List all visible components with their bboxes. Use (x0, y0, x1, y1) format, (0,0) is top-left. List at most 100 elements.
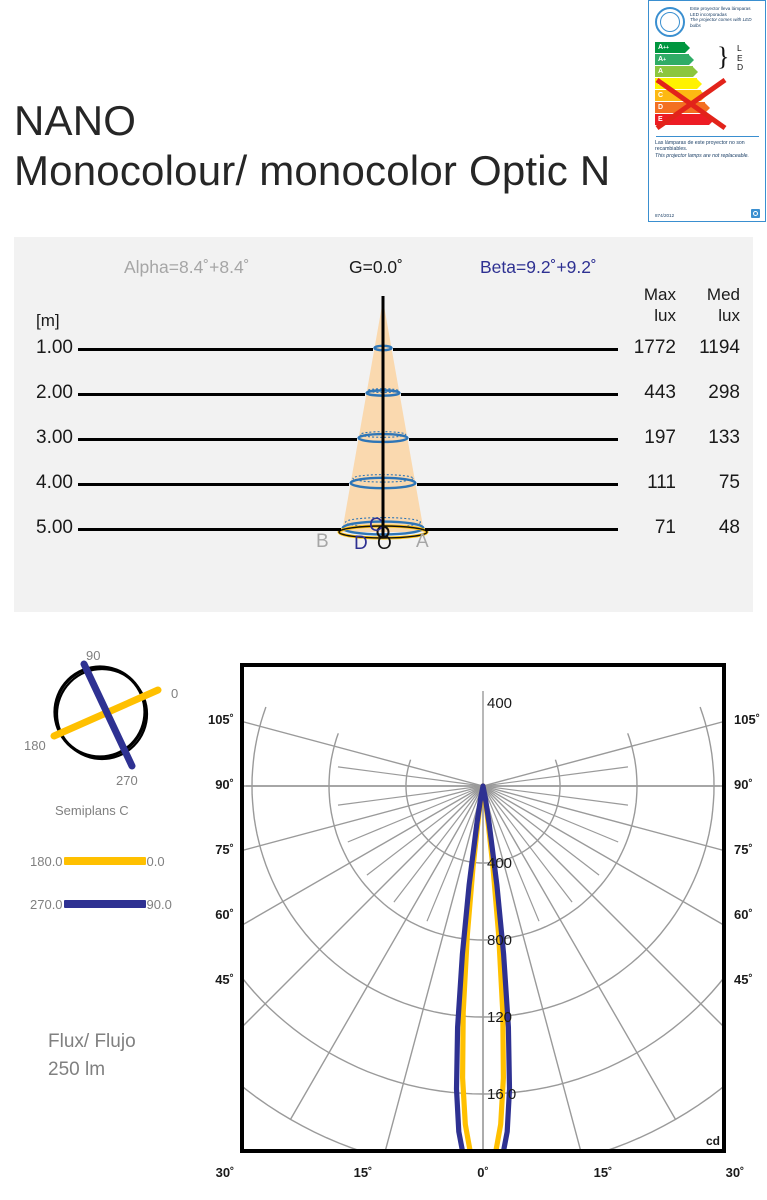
row-rule-right (393, 348, 618, 351)
led-letter-d: D (737, 62, 744, 72)
row-rule-left (78, 393, 365, 396)
legend-1-color-swatch (63, 857, 146, 865)
med-lux-header-line2: lux (718, 306, 740, 325)
compass-label-90: 90 (86, 648, 101, 663)
row-rule-left (78, 483, 349, 486)
cone-label-d: D (354, 533, 368, 554)
energy-class-row: A ++ (655, 42, 760, 53)
energy-class-a2: A ++ (655, 42, 685, 53)
energy-class-scale: A ++ A + A B C D E } L E D (655, 42, 760, 132)
energy-label-footer: 874/2012 (655, 209, 760, 218)
compass-caption: Semiplans C (55, 803, 129, 818)
row-max-lux: 111 (647, 472, 676, 493)
energy-label-header-en: The projector comes with LED bulbs (690, 17, 752, 28)
distance-unit-label: [m] (36, 311, 60, 330)
energy-class-arrow-icon (709, 114, 714, 125)
legend-2-left-label: 270.0 (30, 896, 63, 912)
led-letter-e: E (737, 52, 743, 63)
energy-class-row: B (655, 78, 760, 89)
table-row: 2.00 443 298 (14, 382, 753, 404)
energy-class-row: A + (655, 54, 760, 65)
energy-efficiency-label: Este proyector lleva lámparas LED incorp… (648, 0, 766, 222)
table-row: 1.00 1772 1194 (14, 337, 753, 359)
row-distance: 1.00 (36, 337, 73, 358)
candela-unit-label: cd (705, 1134, 720, 1148)
led-letter-l: L (737, 43, 742, 53)
row-rule-right (409, 438, 618, 441)
row-max-lux: 443 (644, 382, 676, 403)
row-med-lux: 1194 (699, 337, 740, 358)
polar-axis-label-left-90: 90˚ (215, 777, 234, 792)
row-med-lux: 48 (718, 517, 740, 538)
regulation-number: 874/2012 (655, 213, 675, 218)
energy-label-note: Las lámparas de este proyector no son re… (655, 140, 760, 159)
svg-text:16 0: 16 0 (487, 1086, 516, 1103)
energy-label-header: Este proyector lleva lámparas LED incorp… (655, 6, 760, 37)
cone-label-o: O (377, 533, 392, 554)
polar-axis-label-left-75: 75˚ (215, 842, 234, 857)
row-rule-left (78, 348, 373, 351)
energy-class-arrow-icon (701, 90, 706, 101)
row-distance: 5.00 (36, 517, 73, 538)
row-rule-right (401, 393, 618, 396)
energy-class-d: D (655, 102, 705, 113)
legend-item-c270-c90: 270.0 90.0 (30, 895, 172, 913)
alpha-angle-label: Alpha=8.4˚+8.4˚ (124, 257, 250, 277)
row-rule-left (78, 438, 357, 441)
energy-class-a: A (655, 66, 693, 77)
svg-text:800: 800 (487, 932, 512, 949)
semiplane-compass: 90 0 180 270 (24, 648, 198, 790)
table-row: 3.00 197 133 (14, 427, 753, 449)
energy-class-arrow-icon (697, 78, 702, 89)
row-distance: 3.00 (36, 427, 73, 448)
row-rule-right (417, 483, 618, 486)
svg-text:120: 120 (487, 1009, 512, 1026)
svg-text:400: 400 (487, 695, 512, 712)
polar-axis-label-right-90: 90˚ (734, 777, 753, 792)
compass-graphic (50, 660, 162, 770)
med-lux-header: Med lux (682, 284, 740, 326)
energy-class-arrow-icon (693, 66, 698, 77)
photometric-diagram-section: 90 0 180 270 Semiplans C 180.0 0.0 270.0… (0, 640, 767, 1200)
energy-label-note-en: This projector lamps are not replaceable… (655, 152, 749, 159)
compass-label-270: 270 (116, 773, 138, 788)
energy-class-b: B (655, 78, 697, 89)
row-max-lux: 197 (644, 427, 676, 448)
polar-axis-label-bottom-3: 15˚ (593, 1165, 613, 1180)
row-rule-left (78, 528, 341, 531)
led-ring-icon (655, 7, 685, 37)
energy-class-c: C (655, 90, 701, 101)
polar-axis-label-bottom-4: 30˚ (725, 1165, 745, 1180)
compass-label-180: 180 (24, 738, 46, 753)
cone-label-c: C (369, 515, 383, 536)
energy-class-a1: A + (655, 54, 689, 65)
cone-label-a: A (416, 531, 429, 552)
polar-axis-label-bottom-0: 30˚ (215, 1165, 235, 1180)
legend-1-right-label: 0.0 (146, 853, 165, 869)
row-max-lux: 1772 (633, 337, 676, 358)
polar-axis-label-left-60: 60˚ (215, 907, 234, 922)
polar-axis-label-right-60: 60˚ (734, 907, 753, 922)
legend-2-right-label: 90.0 (146, 896, 172, 912)
svg-text:400: 400 (487, 855, 512, 872)
energy-class-arrow-icon (685, 42, 690, 53)
beam-illuminance-panel: Alpha=8.4˚+8.4˚ G=0.0˚ Beta=9.2˚+9.2˚ [m… (14, 237, 753, 612)
polar-axis-label-right-75: 75˚ (734, 842, 753, 857)
table-row: 4.00 111 75 (14, 472, 753, 494)
energy-class-list: A ++ A + A B C D E (655, 42, 760, 125)
row-max-lux: 71 (654, 517, 676, 538)
energy-label-note-es: Las lámparas de este proyector no son re… (655, 140, 745, 153)
polar-axis-label-bottom-1: 15˚ (353, 1165, 373, 1180)
polar-axis-label-left-105: 105˚ (207, 712, 234, 727)
polar-axis-label-right-45: 45˚ (734, 972, 753, 987)
energy-label-header-text: Este proyector lleva lámparas LED incorp… (690, 6, 760, 28)
polar-axis-label-bottom-2: 0˚ (477, 1165, 489, 1180)
legend-1-left-label: 180.0 (30, 853, 63, 869)
energy-class-row: A (655, 66, 760, 77)
row-rule-right (425, 528, 618, 531)
brace-icon: } (717, 42, 730, 71)
energy-label-header-es: Este proyector lleva lámparas LED incorp… (690, 6, 751, 17)
energy-class-e: E (655, 114, 709, 125)
